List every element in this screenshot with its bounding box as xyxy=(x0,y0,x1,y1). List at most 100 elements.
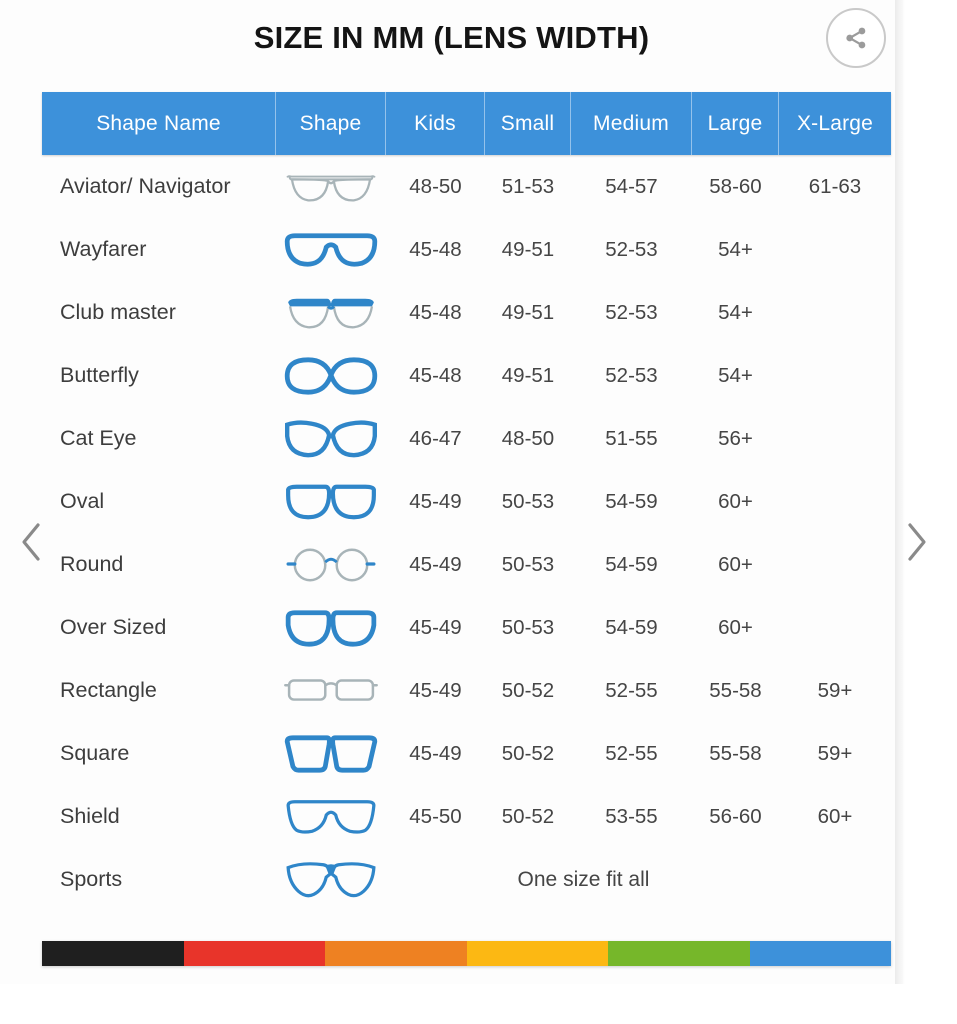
prev-slide-button[interactable] xyxy=(4,516,60,572)
cell-large: 60+ xyxy=(718,615,753,639)
cell-large: 56-60 xyxy=(709,804,762,828)
cell-medium: 54-59 xyxy=(605,489,658,513)
cell-kids: 45-49 xyxy=(409,741,462,765)
cell-small: 48-50 xyxy=(501,426,555,450)
butterfly-glasses-icon xyxy=(276,344,386,407)
cell-medium: 52-53 xyxy=(605,363,658,387)
cell-xlarge: 59+ xyxy=(817,741,853,765)
table-row: Square 45-49 50-52 52-55 55-58 59+ xyxy=(42,722,891,785)
column-header-shape: Shape xyxy=(276,92,386,155)
page-title: SIZE IN MM (LENS WIDTH) xyxy=(253,20,650,55)
column-header-medium: Medium xyxy=(571,92,692,155)
cell-medium: 52-55 xyxy=(605,678,658,702)
cell-small: 49-51 xyxy=(501,237,555,261)
clubmaster-glasses-icon xyxy=(276,281,386,344)
color-bar-segment-3 xyxy=(466,941,608,966)
cell-medium: 54-57 xyxy=(605,174,658,198)
cell-kids: 45-48 xyxy=(409,237,462,261)
table-header-row: Shape Name Shape Kids Small Medium Large… xyxy=(42,92,891,155)
cell-shape-name: Shield xyxy=(60,804,120,828)
chevron-left-icon xyxy=(17,520,47,569)
column-header-small: Small xyxy=(485,92,571,155)
cell-large: 54+ xyxy=(718,237,753,261)
table-row: Sports One size fit all xyxy=(42,848,891,911)
cell-kids: 45-49 xyxy=(409,489,462,513)
table-row: Over Sized 45-49 50-53 54-59 60+ xyxy=(42,596,891,659)
next-slide-button[interactable] xyxy=(888,516,944,572)
cell-small: 49-51 xyxy=(501,300,555,324)
column-header-shape-name: Shape Name xyxy=(42,92,276,155)
oversized-glasses-icon xyxy=(276,596,386,659)
shield-glasses-icon xyxy=(276,785,386,848)
cell-shape-name: Square xyxy=(60,741,130,765)
cell-large: 54+ xyxy=(718,363,753,387)
oval-glasses-icon xyxy=(276,470,386,533)
cell-kids: 45-49 xyxy=(409,552,462,576)
color-bar-segment-5 xyxy=(749,941,891,966)
cell-kids: 45-48 xyxy=(409,363,462,387)
column-header-kids: Kids xyxy=(386,92,485,155)
aviator-glasses-icon xyxy=(276,155,386,218)
cell-shape-name: Rectangle xyxy=(60,678,157,702)
cell-xlarge xyxy=(779,218,891,281)
cell-shape-name: Wayfarer xyxy=(60,237,147,261)
cell-kids: 45-49 xyxy=(409,615,462,639)
content-panel xyxy=(0,0,903,984)
cell-shape-name: Cat Eye xyxy=(60,426,137,450)
table-body: Aviator/ Navigator 48-50 51-53 54-57 58-60 61… xyxy=(42,155,891,911)
cell-small: 50-53 xyxy=(501,489,555,513)
table-row: Rectangle 45-49 50-52 52-55 55-58 59+ xyxy=(42,659,891,722)
cell-shape-name: Aviator/ Navigator xyxy=(60,174,231,198)
cell-small: 51-53 xyxy=(501,174,555,198)
panel-edge-shadow xyxy=(895,0,905,984)
cell-one-size-fit-all: One size fit all xyxy=(517,867,650,891)
cell-medium: 52-53 xyxy=(605,300,658,324)
sports-glasses-icon xyxy=(276,848,386,911)
cell-xlarge xyxy=(779,281,891,344)
cell-large: 55-58 xyxy=(709,741,762,765)
cell-medium: 54-59 xyxy=(605,552,658,576)
table-row: Oval 45-49 50-53 54-59 60+ xyxy=(42,470,891,533)
color-bar-segment-1 xyxy=(183,941,325,966)
cateye-glasses-icon xyxy=(276,407,386,470)
cell-xlarge xyxy=(779,533,891,596)
cell-kids: 45-50 xyxy=(409,804,462,828)
cell-xlarge xyxy=(779,344,891,407)
share-button[interactable] xyxy=(826,8,886,68)
color-bar xyxy=(42,941,891,966)
cell-large: 56+ xyxy=(718,426,753,450)
cell-xlarge: 59+ xyxy=(817,678,853,702)
cell-shape-name: Oval xyxy=(60,489,105,513)
table-row: Club master 45-48 49-51 52-53 54+ xyxy=(42,281,891,344)
table-row: Butterfly 45-48 49-51 52-53 54+ xyxy=(42,344,891,407)
cell-large: 58-60 xyxy=(709,174,762,198)
round-glasses-icon xyxy=(276,533,386,596)
cell-medium: 52-53 xyxy=(605,237,658,261)
cell-medium: 54-59 xyxy=(605,615,658,639)
cell-small: 50-52 xyxy=(501,741,555,765)
rectangle-glasses-icon xyxy=(276,659,386,722)
cell-xlarge xyxy=(779,407,891,470)
cell-xlarge xyxy=(779,596,891,659)
cell-shape-name: Over Sized xyxy=(60,615,167,639)
table-row: Cat Eye 46-47 48-50 51-55 56+ xyxy=(42,407,891,470)
cell-large: 54+ xyxy=(718,300,753,324)
chevron-right-icon xyxy=(901,520,931,569)
color-bar-segment-4 xyxy=(608,941,750,966)
column-header-xlarge: X-Large xyxy=(796,111,874,135)
wayfarer-glasses-icon xyxy=(276,218,386,281)
color-bar-segment-0 xyxy=(42,941,184,966)
cell-medium: 52-55 xyxy=(605,741,658,765)
table-row: Aviator/ Navigator 48-50 51-53 54-57 58-60 61… xyxy=(42,155,891,218)
cell-shape-name: Sports xyxy=(60,867,123,891)
column-header-large: Large xyxy=(692,92,779,155)
cell-kids: 45-48 xyxy=(409,300,462,324)
cell-small: 50-53 xyxy=(501,615,555,639)
cell-large: 60+ xyxy=(718,552,753,576)
table-row: Round 45-49 50-53 54-59 60+ xyxy=(42,533,891,596)
cell-large: 55-58 xyxy=(709,678,762,702)
table-row: Wayfarer 45-48 49-51 52-53 54+ xyxy=(42,218,891,281)
cell-shape-name: Butterfly xyxy=(60,363,139,387)
cell-xlarge xyxy=(779,470,891,533)
cell-medium: 51-55 xyxy=(605,426,658,450)
